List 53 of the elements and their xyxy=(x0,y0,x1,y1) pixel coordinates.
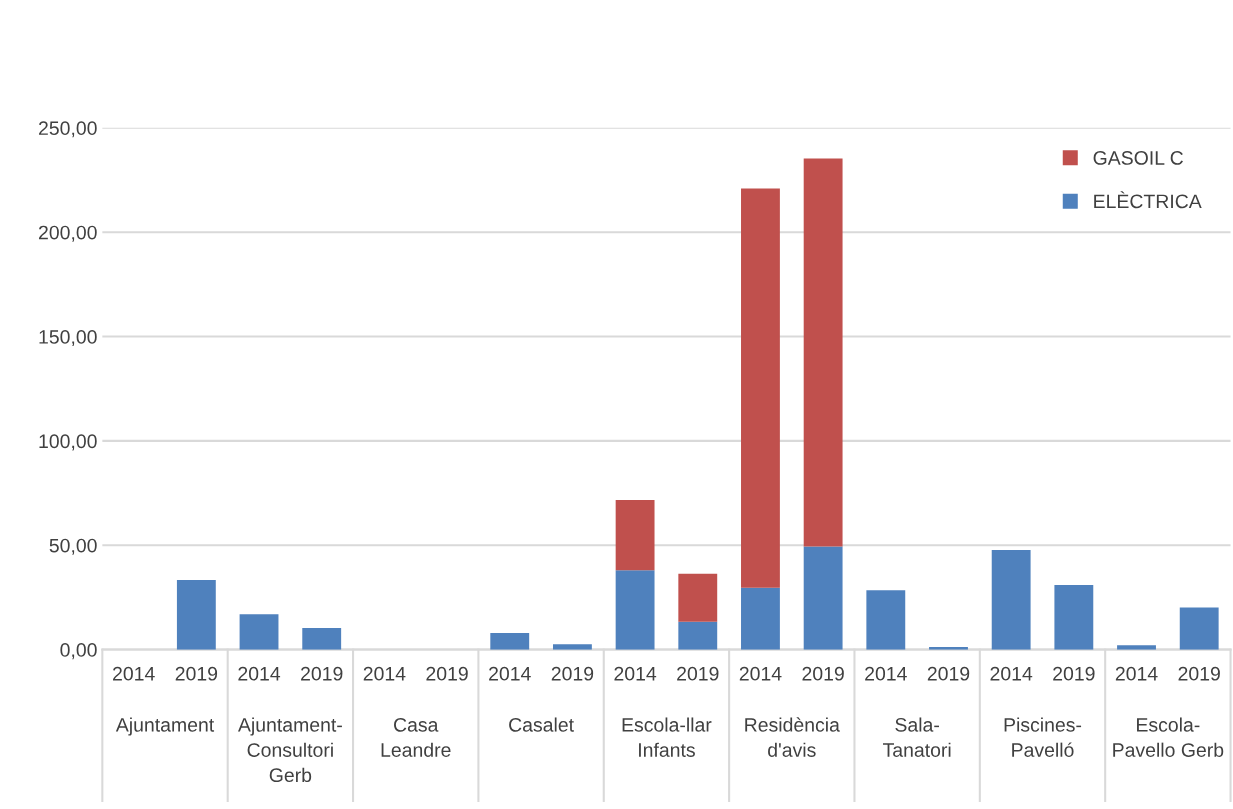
x-tick-label: 2014 xyxy=(1115,666,1158,681)
x-tick-label: 2014 xyxy=(990,666,1033,681)
x-tick-label: 2014 xyxy=(865,666,907,681)
x-tick-label: 2014 xyxy=(489,666,531,681)
bar xyxy=(678,573,718,622)
bar xyxy=(1179,607,1219,650)
bar xyxy=(176,580,216,650)
x-tick-label: 2019 xyxy=(1053,666,1095,681)
text: Ajuntament xyxy=(115,717,215,736)
text: Escola-llar Infants xyxy=(622,717,712,757)
y-tick-label: 150,00 xyxy=(39,330,97,347)
legend-label: ELÈCTRICA xyxy=(1094,191,1202,209)
x-tick-label: 2019 xyxy=(175,666,218,681)
x-tick-label: 2019 xyxy=(802,666,844,681)
x-tick-label: 2014 xyxy=(113,666,155,681)
bar xyxy=(552,644,592,650)
bar xyxy=(1054,584,1094,650)
x-tick-label: 2019 xyxy=(426,666,468,681)
y-tick-label: 100,00 xyxy=(39,434,97,451)
text: Residència d'avis xyxy=(745,717,840,757)
bar xyxy=(302,627,342,650)
bar xyxy=(803,546,843,650)
bar xyxy=(803,158,843,547)
text: Casalet xyxy=(509,717,574,732)
bar xyxy=(239,614,279,650)
bar xyxy=(615,570,655,650)
bar xyxy=(678,621,718,650)
bar xyxy=(615,499,655,571)
bar xyxy=(490,632,530,650)
x-tick-label: 2019 xyxy=(927,666,970,681)
text: Piscines- Pavelló xyxy=(1004,717,1082,757)
x-tick-label: 2014 xyxy=(238,666,281,681)
bar xyxy=(741,587,780,650)
x-tick-label: 2014 xyxy=(614,666,657,681)
bar xyxy=(991,550,1031,650)
x-tick-label: 2019 xyxy=(551,666,594,681)
text: Casa Leandre xyxy=(381,717,451,757)
x-tick-label: 2014 xyxy=(739,666,782,681)
legend-label: GASOIL C xyxy=(1093,151,1183,165)
x-tick-label: 2019 xyxy=(677,666,719,681)
text: Sala- Tanatori xyxy=(883,717,951,757)
bar xyxy=(1117,645,1156,650)
y-tick-label: 250,00 xyxy=(38,121,97,138)
y-tick-label: 200,00 xyxy=(38,225,97,242)
y-tick-label: 0,00 xyxy=(60,643,97,660)
x-tick-label: 2019 xyxy=(301,666,343,681)
x-tick-label: 2019 xyxy=(1178,666,1220,681)
bar xyxy=(866,590,906,650)
text: Escola- Pavello Gerb xyxy=(1113,717,1224,757)
text: Ajuntament- Consultori Gerb xyxy=(238,717,342,783)
y-tick-label: 50,00 xyxy=(49,538,97,555)
bar xyxy=(741,188,780,588)
x-tick-label: 2014 xyxy=(363,666,406,681)
